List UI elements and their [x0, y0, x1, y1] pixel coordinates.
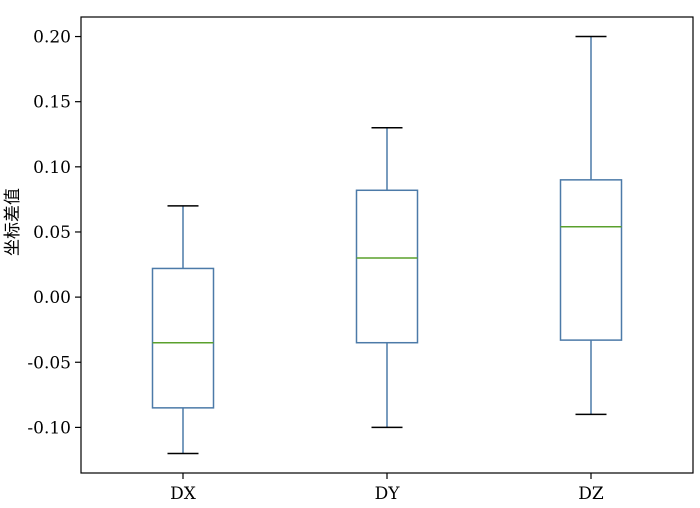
box-iqr — [151, 267, 215, 409]
x-tick-label: DZ — [578, 484, 604, 504]
box-dx — [151, 205, 215, 455]
y-tick-label: 0.10 — [33, 158, 71, 178]
boxes-group — [151, 35, 623, 455]
box-iqr — [559, 179, 623, 341]
y-tick-label: -0.05 — [27, 353, 71, 373]
y-tick-label: 0.00 — [33, 288, 71, 308]
y-axis-title: 坐标差值 — [3, 188, 23, 256]
box-dy — [355, 126, 419, 429]
box-dz — [559, 35, 623, 416]
box-iqr — [355, 189, 419, 344]
x-tick-label: DX — [170, 484, 197, 504]
x-axis: DX DY DZ — [170, 473, 604, 504]
y-tick-label: 0.15 — [33, 93, 71, 113]
y-axis: -0.10 -0.05 0.00 0.05 0.10 0.15 0.20 — [27, 28, 81, 438]
y-tick-label: 0.20 — [33, 28, 71, 48]
x-tick-label: DY — [375, 484, 401, 504]
y-tick-label: 0.05 — [33, 223, 71, 243]
y-tick-label: -0.10 — [27, 418, 71, 438]
